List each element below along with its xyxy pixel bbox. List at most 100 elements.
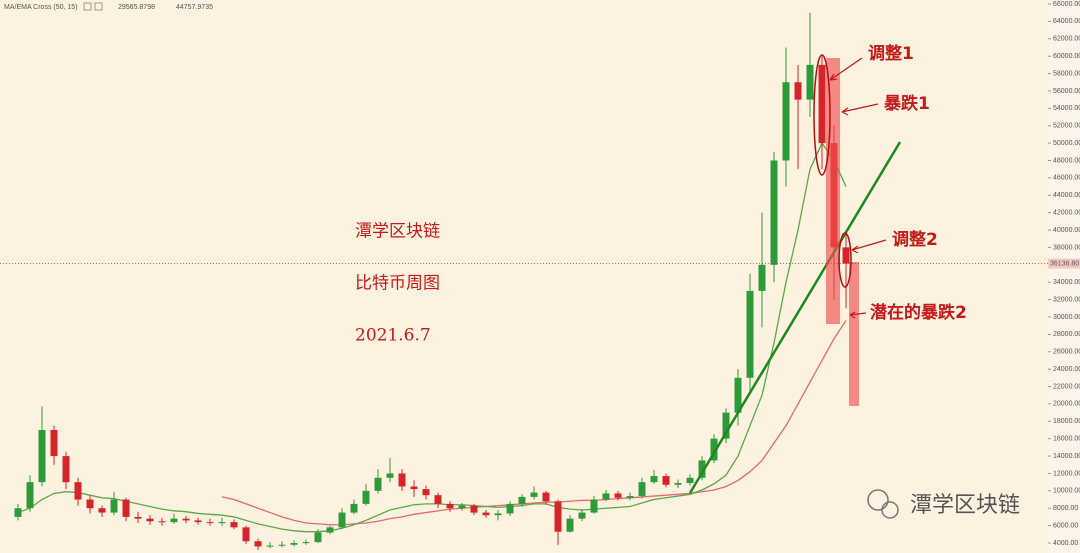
candle-body — [734, 377, 742, 413]
y-tick-label: 4000.00 — [1053, 540, 1078, 547]
candle-body — [326, 527, 334, 533]
indicator-value: 44757.9735 — [176, 4, 213, 11]
candle-body — [50, 429, 58, 457]
candle-body — [290, 543, 298, 545]
candle-body — [134, 516, 142, 519]
watermark-text: 潭学区块链 — [910, 493, 1020, 518]
y-tick-label: 30000.00 — [1053, 314, 1080, 321]
candle-body — [410, 486, 418, 490]
candle-body — [446, 503, 454, 509]
y-tick-label: 14000.00 — [1053, 453, 1080, 460]
watermark: 潭学区块链 — [867, 489, 1020, 519]
candle-body — [386, 473, 394, 478]
arrow — [851, 239, 887, 254]
legend-icon — [94, 2, 103, 11]
y-tick-label: 48000.00 — [1053, 157, 1080, 164]
candle-body — [122, 499, 130, 517]
candle-body — [758, 264, 766, 291]
candle-body — [662, 476, 670, 485]
candle-body — [626, 496, 634, 498]
candle-body — [434, 495, 442, 504]
candle-body — [314, 532, 322, 543]
candle-body — [266, 545, 274, 547]
y-tick-label: 24000.00 — [1053, 366, 1080, 373]
candle-body — [674, 483, 682, 485]
candle-body — [566, 518, 574, 532]
y-tick-label: 66000.00 — [1053, 1, 1080, 8]
watermark-icon — [867, 489, 889, 511]
y-tick-label: 16000.00 — [1053, 436, 1080, 443]
candle-body — [170, 518, 178, 523]
candle-body — [482, 512, 490, 516]
moving-average — [17, 141, 847, 533]
plot — [14, 12, 850, 550]
candle-body — [62, 456, 70, 483]
candle-body — [806, 64, 814, 100]
moving-average — [221, 320, 847, 526]
candle-body — [218, 522, 226, 524]
candle-body — [374, 477, 382, 491]
watermark-icon — [881, 501, 899, 519]
candle-body — [590, 499, 598, 513]
candle-body — [98, 508, 106, 513]
candle-body — [206, 522, 214, 524]
candle-body — [182, 518, 190, 521]
y-tick-label: 46000.00 — [1053, 175, 1080, 182]
y-tick-label: 44000.00 — [1053, 192, 1080, 199]
candle-body — [530, 492, 538, 497]
arrow — [849, 311, 867, 319]
candle-body — [554, 501, 562, 532]
candle-body — [770, 160, 778, 265]
candle-body — [698, 460, 706, 478]
last-price-label: 36136.80 — [1050, 260, 1079, 267]
y-tick-label: 64000.00 — [1053, 18, 1080, 25]
candle-body — [494, 513, 502, 516]
candle-body — [422, 489, 430, 496]
candle-body — [278, 544, 286, 546]
highlight-box — [849, 262, 859, 406]
y-tick-label: 8000.00 — [1053, 505, 1078, 512]
last-price-box — [1048, 258, 1080, 269]
y-tick-label: 20000.00 — [1053, 401, 1080, 408]
candle-body — [398, 473, 406, 487]
annotation: 比特币周图 — [355, 274, 440, 294]
candle-body — [86, 499, 94, 509]
candle-body — [254, 541, 262, 547]
candle-body — [230, 522, 238, 528]
price-axis — [1048, 0, 1080, 553]
annotation: 潜在的暴跌2 — [870, 302, 967, 323]
y-tick-label: 42000.00 — [1053, 209, 1080, 216]
y-tick-label: 34000.00 — [1053, 279, 1080, 286]
y-tick-label: 18000.00 — [1053, 418, 1080, 425]
candle-body — [110, 499, 118, 513]
y-tick-label: 52000.00 — [1053, 123, 1080, 130]
y-tick-label: 40000.00 — [1053, 227, 1080, 234]
annotation: 暴跌1 — [883, 94, 930, 114]
candle-body — [722, 412, 730, 439]
y-tick-label: 22000.00 — [1053, 383, 1080, 390]
candle-body — [650, 476, 658, 483]
arrow — [829, 57, 863, 81]
trend-line — [688, 141, 902, 494]
candle-body — [602, 493, 610, 500]
candle-body — [26, 482, 34, 509]
candle-body — [578, 512, 586, 519]
y-tick-label: 54000.00 — [1053, 105, 1080, 112]
circle-marker — [813, 54, 831, 176]
candle-body — [74, 482, 82, 500]
y-tick-label: 60000.00 — [1053, 53, 1080, 60]
y-tick-label: 56000.00 — [1053, 88, 1080, 95]
annotation: 调整2 — [892, 229, 938, 250]
candle-body — [710, 438, 718, 461]
candle-body — [146, 518, 154, 522]
y-tick-label: 62000.00 — [1053, 36, 1080, 43]
circle-marker — [838, 232, 852, 288]
annotation: 调整1 — [868, 43, 914, 64]
y-tick-label: 6000.00 — [1053, 522, 1078, 529]
candle-body — [194, 520, 202, 523]
candle-body — [158, 521, 166, 523]
candle-body — [746, 290, 754, 378]
candle-body — [542, 492, 550, 502]
